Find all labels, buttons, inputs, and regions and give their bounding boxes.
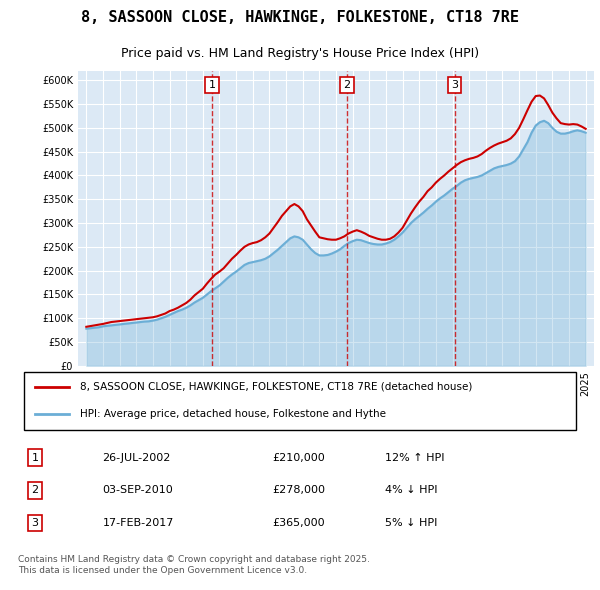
Text: HPI: Average price, detached house, Folkestone and Hythe: HPI: Average price, detached house, Folk… [80, 409, 386, 419]
Text: 2: 2 [344, 80, 351, 90]
Text: 2: 2 [31, 486, 38, 496]
Text: 03-SEP-2010: 03-SEP-2010 [103, 486, 173, 496]
Text: 1: 1 [209, 80, 216, 90]
Text: 12% ↑ HPI: 12% ↑ HPI [385, 453, 444, 463]
Text: 4% ↓ HPI: 4% ↓ HPI [385, 486, 437, 496]
Text: £365,000: £365,000 [272, 518, 325, 528]
Text: 26-JUL-2002: 26-JUL-2002 [103, 453, 171, 463]
Text: £210,000: £210,000 [272, 453, 325, 463]
Text: 5% ↓ HPI: 5% ↓ HPI [385, 518, 437, 528]
Text: 3: 3 [31, 518, 38, 528]
Text: 8, SASSOON CLOSE, HAWKINGE, FOLKESTONE, CT18 7RE: 8, SASSOON CLOSE, HAWKINGE, FOLKESTONE, … [81, 10, 519, 25]
Text: 3: 3 [451, 80, 458, 90]
Text: 8, SASSOON CLOSE, HAWKINGE, FOLKESTONE, CT18 7RE (detached house): 8, SASSOON CLOSE, HAWKINGE, FOLKESTONE, … [80, 382, 472, 392]
Text: 1: 1 [31, 453, 38, 463]
FancyBboxPatch shape [23, 372, 577, 431]
Text: 17-FEB-2017: 17-FEB-2017 [103, 518, 174, 528]
Text: Price paid vs. HM Land Registry's House Price Index (HPI): Price paid vs. HM Land Registry's House … [121, 47, 479, 60]
Text: £278,000: £278,000 [272, 486, 325, 496]
Text: Contains HM Land Registry data © Crown copyright and database right 2025.
This d: Contains HM Land Registry data © Crown c… [18, 555, 370, 575]
